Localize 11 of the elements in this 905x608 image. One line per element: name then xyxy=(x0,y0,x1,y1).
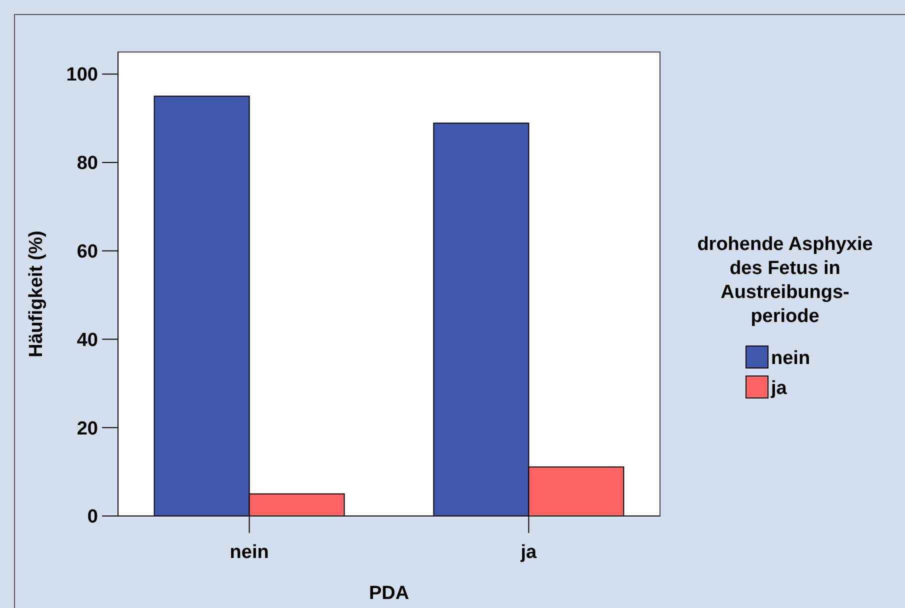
y-axis-title: Häufigkeit (%) xyxy=(26,230,47,358)
y-tick-label: 20 xyxy=(76,418,98,440)
y-tick-label: 0 xyxy=(87,506,98,528)
legend-title: drohende Asphyxie des Fetus in Austreibungs-periode xyxy=(697,234,873,327)
y-tick-label: 60 xyxy=(76,242,98,263)
legend-label: nein xyxy=(771,348,810,369)
legend-label: ja xyxy=(770,378,788,399)
y-tick-label: 100 xyxy=(66,64,98,86)
x-axis-title: PDA xyxy=(368,583,410,604)
y-tick-label: 40 xyxy=(76,330,98,351)
y-tick-label: 80 xyxy=(76,153,98,174)
